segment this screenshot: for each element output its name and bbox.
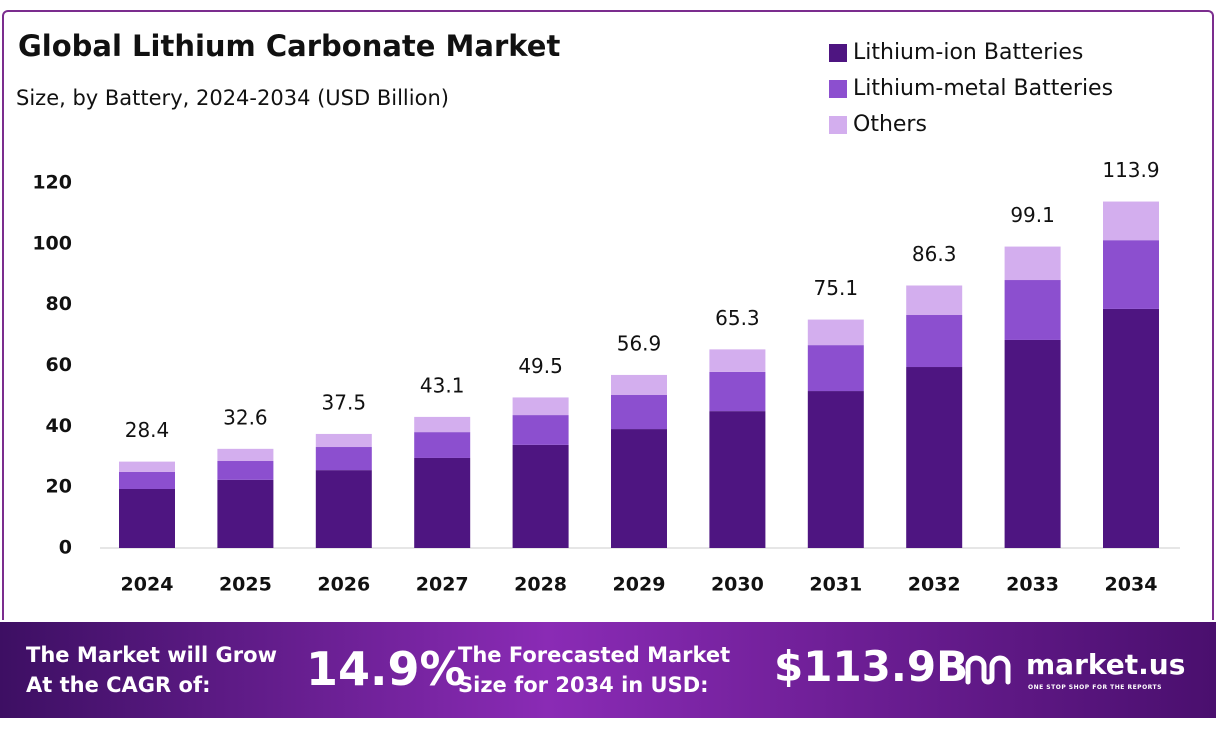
y-tick-label: 80 bbox=[46, 293, 72, 315]
x-tick-label: 2030 bbox=[711, 574, 764, 596]
chart-subtitle: Size, by Battery, 2024-2034 (USD Billion… bbox=[16, 86, 449, 110]
bar-segment bbox=[1004, 246, 1061, 281]
bar-segment bbox=[709, 411, 766, 548]
total-label: 113.9 bbox=[1102, 158, 1159, 182]
x-tick-label: 2026 bbox=[317, 574, 370, 596]
total-label: 75.1 bbox=[814, 276, 859, 300]
total-label: 32.6 bbox=[223, 405, 268, 429]
bar-segment bbox=[315, 470, 372, 548]
legend-label: Others bbox=[853, 112, 927, 137]
brand: market.us bbox=[1026, 648, 1186, 681]
y-tick-label: 60 bbox=[46, 354, 72, 376]
bar-segment bbox=[119, 471, 175, 489]
chart: Global Lithium Carbonate Market Size, by… bbox=[16, 29, 1180, 596]
bar-segment bbox=[217, 479, 274, 548]
bar-segment bbox=[611, 395, 667, 430]
bar-segment bbox=[1004, 339, 1061, 548]
bar-segment bbox=[709, 371, 766, 412]
card-border bbox=[2, 10, 1214, 620]
forecast-value: $113.9B bbox=[774, 642, 969, 691]
bar-segment bbox=[217, 461, 274, 480]
total-label: 86.3 bbox=[912, 242, 957, 266]
total-label: 49.5 bbox=[518, 354, 563, 378]
y-tick-label: 100 bbox=[32, 232, 72, 254]
x-tick-label: 2031 bbox=[809, 574, 862, 596]
bar-segment bbox=[611, 429, 667, 548]
y-tick-label: 20 bbox=[46, 476, 72, 498]
total-label: 43.1 bbox=[420, 373, 465, 397]
x-tick-label: 2028 bbox=[514, 574, 567, 596]
bar-segment bbox=[1004, 280, 1061, 340]
bar-segment bbox=[906, 315, 963, 368]
legend-swatch bbox=[829, 116, 847, 134]
legend-label: Lithium-metal Batteries bbox=[853, 76, 1113, 101]
chart-title: Global Lithium Carbonate Market bbox=[18, 29, 560, 63]
y-tick-label: 0 bbox=[59, 537, 72, 559]
bar-segment bbox=[414, 416, 471, 433]
bar-segment bbox=[1103, 201, 1159, 241]
bar-segment bbox=[512, 397, 569, 416]
bar-segment bbox=[119, 461, 175, 472]
bar-segment bbox=[512, 415, 569, 445]
x-tick-label: 2032 bbox=[908, 574, 961, 596]
bar-segment bbox=[807, 319, 864, 346]
bar-segment bbox=[1103, 308, 1159, 548]
tagline: ONE STOP SHOP FOR THE REPORTS bbox=[1028, 684, 1162, 691]
logo-icon bbox=[965, 655, 1011, 685]
cagr-text: The Market will Grow At the CAGR of: bbox=[26, 643, 277, 697]
bar-segment bbox=[315, 433, 372, 448]
x-tick-label: 2024 bbox=[121, 574, 174, 596]
bar-segment bbox=[709, 349, 766, 372]
x-tick-label: 2029 bbox=[613, 574, 666, 596]
legend-label: Lithium-ion Batteries bbox=[853, 40, 1083, 65]
bar-segment bbox=[414, 457, 471, 548]
bar-segment bbox=[512, 444, 569, 548]
bar-segment bbox=[906, 367, 963, 548]
total-label: 99.1 bbox=[1010, 203, 1055, 227]
y-tick-label: 40 bbox=[46, 415, 72, 437]
bar-segment bbox=[217, 448, 274, 462]
bar-segment bbox=[414, 432, 471, 458]
footer: The Market will Grow At the CAGR of: 14.… bbox=[0, 622, 1216, 718]
x-tick-label: 2033 bbox=[1006, 574, 1059, 596]
bar-segment bbox=[807, 391, 864, 548]
total-label: 28.4 bbox=[125, 418, 170, 442]
cagr-value: 14.9% bbox=[306, 642, 466, 696]
bar-segment bbox=[119, 488, 175, 548]
bar-segment bbox=[611, 374, 667, 396]
bar-segment bbox=[315, 447, 372, 471]
y-tick-label: 120 bbox=[32, 172, 72, 194]
bar-segment bbox=[1103, 240, 1159, 309]
bar-segment bbox=[906, 285, 963, 316]
bar-segment bbox=[807, 345, 864, 392]
x-tick-label: 2025 bbox=[219, 574, 272, 596]
total-label: 37.5 bbox=[322, 390, 367, 414]
legend-swatch bbox=[829, 44, 847, 62]
x-tick-label: 2034 bbox=[1105, 574, 1158, 596]
x-tick-label: 2027 bbox=[416, 574, 469, 596]
forecast-text: The Forecasted Market Size for 2034 in U… bbox=[458, 643, 731, 697]
total-label: 65.3 bbox=[715, 306, 760, 330]
total-label: 56.9 bbox=[617, 331, 662, 355]
legend-swatch bbox=[829, 80, 847, 98]
